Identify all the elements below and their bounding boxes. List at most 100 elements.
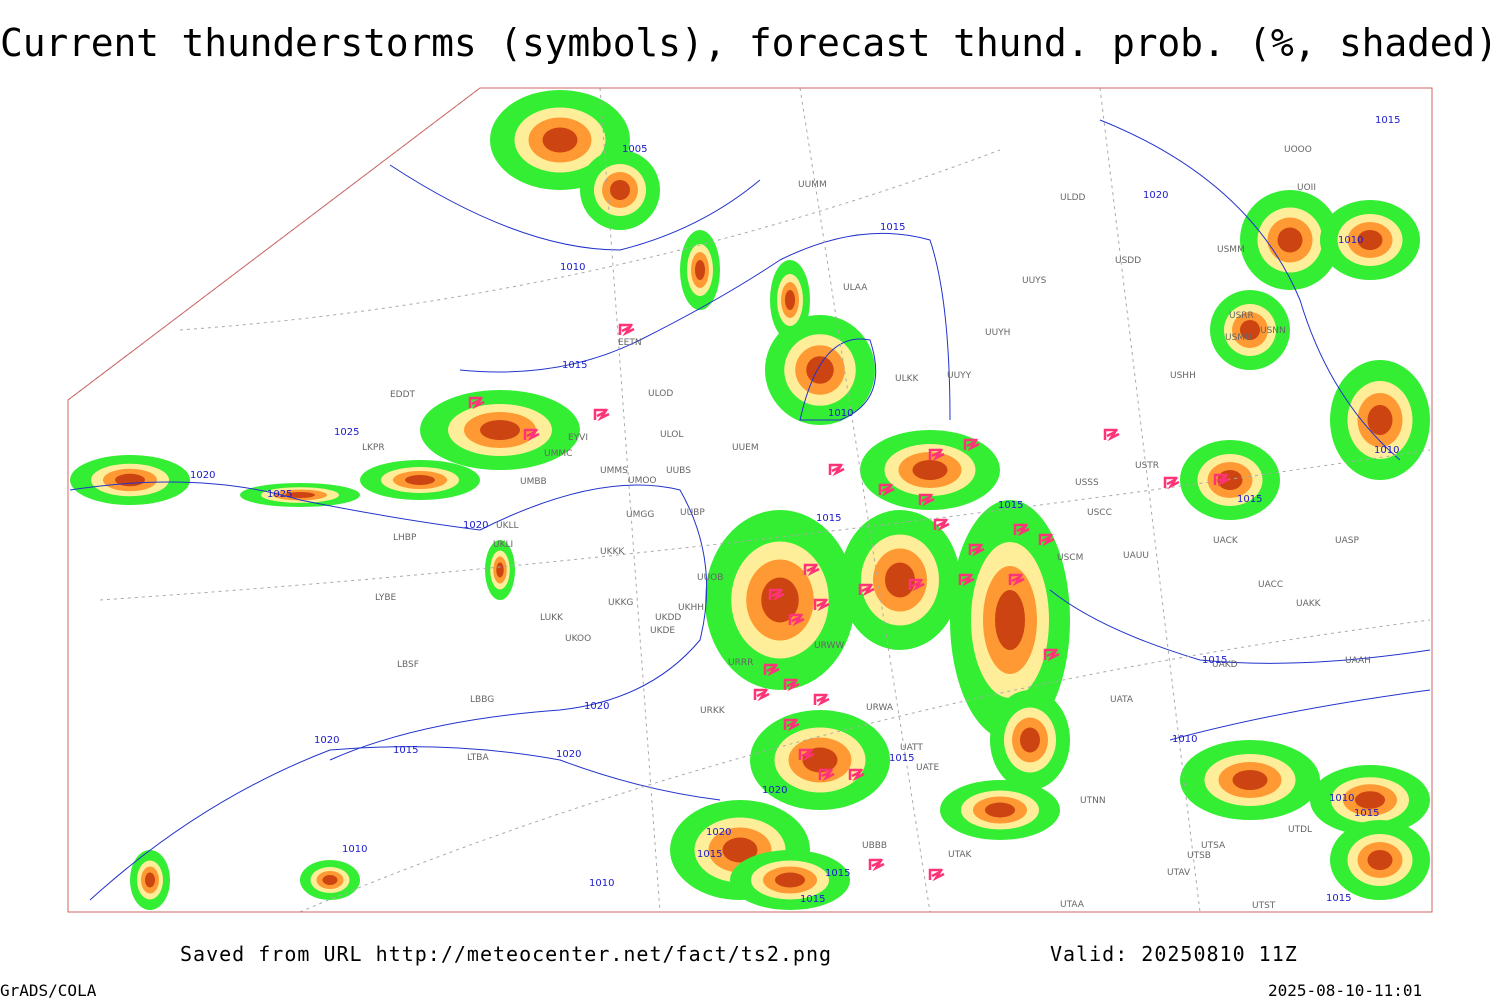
shading-area xyxy=(405,475,435,485)
station-label: UKLI xyxy=(493,540,513,550)
shading-area xyxy=(1277,227,1303,253)
grid-line xyxy=(1099,87,1201,913)
shading-area xyxy=(1367,850,1393,870)
shading-area xyxy=(695,260,705,280)
shading-area xyxy=(1020,727,1040,753)
station-label: UTNN xyxy=(1080,796,1106,806)
station-label: UKDD xyxy=(655,613,681,623)
station-label: UTAV xyxy=(1167,868,1191,878)
shading-area xyxy=(806,356,834,384)
thunderstorm-symbol xyxy=(958,573,975,587)
station-label: USCM xyxy=(1057,553,1083,563)
thunderstorm-symbol xyxy=(928,868,945,882)
grid-line xyxy=(599,87,661,913)
thunderstorm-symbol xyxy=(813,598,830,612)
station-label: UUOB xyxy=(697,573,723,583)
station-label: UATE xyxy=(916,763,940,773)
isobar-line xyxy=(1049,589,1431,664)
isobar-label: 1010 xyxy=(1338,235,1363,246)
thunderstorm-symbol xyxy=(1163,476,1180,490)
isobar-label: 1015 xyxy=(800,894,825,905)
shading-area xyxy=(1357,230,1383,250)
station-label: USMM xyxy=(1217,245,1245,255)
station-label: UKOO xyxy=(565,634,591,644)
isobar-label: 1020 xyxy=(762,785,787,796)
station-label: UTSA xyxy=(1201,841,1226,851)
station-label: LKPR xyxy=(362,443,385,453)
thunderstorm-symbol xyxy=(918,493,935,507)
station-label: USDD xyxy=(1115,256,1141,266)
station-label: UKKG xyxy=(608,598,633,608)
station-label: UUMM xyxy=(798,180,827,190)
isobar-label: 1015 xyxy=(880,222,905,233)
station-label: USHH xyxy=(1170,371,1196,381)
thunderstorm-symbol xyxy=(788,613,805,627)
software-credit: GrADS/COLA xyxy=(0,981,97,1000)
isobar-label: 1020 xyxy=(463,520,488,531)
station-label: UAKD xyxy=(1212,660,1238,670)
thunderstorm-symbol xyxy=(1103,428,1120,442)
station-label: URWW xyxy=(814,641,844,651)
shading-area xyxy=(145,872,155,888)
station-label: URWA xyxy=(866,703,894,713)
isobar-label: 1025 xyxy=(334,427,359,438)
shading-area xyxy=(722,837,758,863)
station-label: URKK xyxy=(700,706,726,716)
station-label: UUBS xyxy=(666,466,691,476)
station-label: USTR xyxy=(1135,461,1159,471)
station-label: UUYS xyxy=(1022,276,1047,286)
isobar-line xyxy=(89,746,721,901)
isobar-line xyxy=(1099,119,1401,461)
station-label: UMMS xyxy=(600,466,628,476)
station-label: UMBB xyxy=(520,477,547,487)
station-label: UMOO xyxy=(628,476,657,486)
station-label: UAUU xyxy=(1123,551,1149,561)
station-label: UKLL xyxy=(496,521,519,531)
isobar-line xyxy=(389,164,761,251)
isobar-line xyxy=(69,481,708,761)
shading-area xyxy=(1240,320,1260,340)
station-label: UAKK xyxy=(1296,599,1322,609)
map-frame xyxy=(67,87,1433,913)
thunderstorm-symbol xyxy=(878,483,895,497)
station-label: UATA xyxy=(1110,695,1134,705)
thunderstorm-symbol xyxy=(858,583,875,597)
shading-area xyxy=(995,590,1025,650)
grid-line xyxy=(299,619,1431,913)
isobar-label: 1015 xyxy=(1375,115,1400,126)
thunderstorm-symbol xyxy=(753,688,770,702)
station-label: UATT xyxy=(900,743,923,753)
station-label: ULOL xyxy=(660,430,683,440)
grid-line xyxy=(799,87,931,913)
shading-area xyxy=(985,802,1015,818)
station-label: EDDT xyxy=(390,390,416,400)
isobar-label: 1010 xyxy=(589,878,614,889)
isobar-label: 1015 xyxy=(825,868,850,879)
thunderstorm-symbol xyxy=(813,693,830,707)
isobar-label: 1015 xyxy=(393,745,418,756)
thunderstorm-symbol xyxy=(783,718,800,732)
shading-area xyxy=(322,875,338,885)
isobar-label: 1010 xyxy=(342,844,367,855)
thunderstorm-symbol xyxy=(618,323,635,337)
station-label: UKKK xyxy=(600,547,625,557)
shading-area xyxy=(775,872,805,888)
station-label: LBSF xyxy=(397,660,419,670)
isobar-label: 1020 xyxy=(314,735,339,746)
station-label: UTSB xyxy=(1187,851,1211,861)
isobars xyxy=(69,119,1431,901)
isobar-line xyxy=(459,232,951,421)
station-label: UOII xyxy=(1297,183,1316,193)
thunderstorm-symbol xyxy=(1213,473,1230,487)
station-label: USNN xyxy=(1260,326,1286,336)
shading-area xyxy=(785,290,795,310)
shading-area xyxy=(885,562,915,598)
station-label: EETN xyxy=(618,338,642,348)
shading-area xyxy=(912,460,948,480)
grid-line xyxy=(179,149,1001,331)
thunderstorm-symbol xyxy=(928,448,945,462)
shading-area xyxy=(1355,791,1385,809)
isobar-label: 1010 xyxy=(1374,445,1399,456)
station-label: UASP xyxy=(1335,536,1359,546)
